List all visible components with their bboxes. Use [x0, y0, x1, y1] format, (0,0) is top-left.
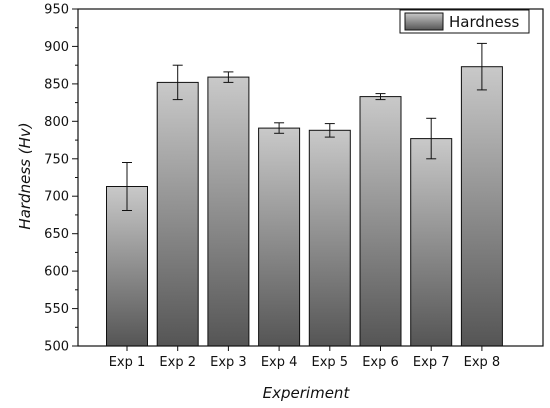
x-tick-label-2: Exp 2 — [159, 355, 196, 370]
bar-5 — [308, 129, 351, 347]
bar-4 — [258, 127, 301, 347]
bar-6 — [359, 96, 402, 347]
x-tick-label-4: Exp 4 — [261, 355, 298, 370]
y-axis-title: Hardness (Hv) — [16, 122, 34, 229]
legend-label: Hardness — [449, 13, 519, 31]
x-tick-label-5: Exp 5 — [312, 355, 349, 370]
x-tick-label-8: Exp 8 — [464, 355, 501, 370]
bar-1 — [106, 186, 148, 347]
y-tick-label-500: 500 — [44, 340, 69, 355]
bars-layer — [106, 66, 503, 347]
x-tick-label-7: Exp 7 — [413, 355, 450, 370]
bar-3 — [207, 76, 250, 347]
x-tick-label-3: Exp 3 — [210, 355, 247, 370]
y-tick-label-550: 550 — [44, 302, 69, 317]
y-tick-label-900: 900 — [44, 40, 69, 55]
y-axis-ticks: 500 550 600 650 700 750 800 850 900 950 — [44, 3, 78, 355]
x-axis-title: Experiment — [263, 384, 351, 402]
bar-7 — [410, 138, 453, 347]
x-axis-ticks: Exp 1 Exp 2 Exp 3 Exp 4 Exp 5 Exp 6 Exp 7 Exp 8 — [109, 346, 500, 370]
y-tick-label-750: 750 — [44, 152, 69, 167]
error-bars-layer — [122, 42, 487, 211]
x-tick-label-1: Exp 1 — [109, 355, 146, 370]
y-tick-label-850: 850 — [44, 77, 69, 92]
y-tick-label-800: 800 — [44, 115, 69, 130]
y-tick-label-700: 700 — [44, 190, 69, 205]
legend: Hardness — [399, 9, 530, 34]
y-tick-label-650: 650 — [44, 227, 69, 242]
y-tick-label-950: 950 — [44, 3, 69, 18]
legend-swatch — [404, 12, 444, 31]
bar-8 — [460, 66, 503, 347]
y-tick-label-600: 600 — [44, 265, 69, 280]
x-tick-label-6: Exp 6 — [362, 355, 399, 370]
bar-2 — [156, 81, 199, 347]
